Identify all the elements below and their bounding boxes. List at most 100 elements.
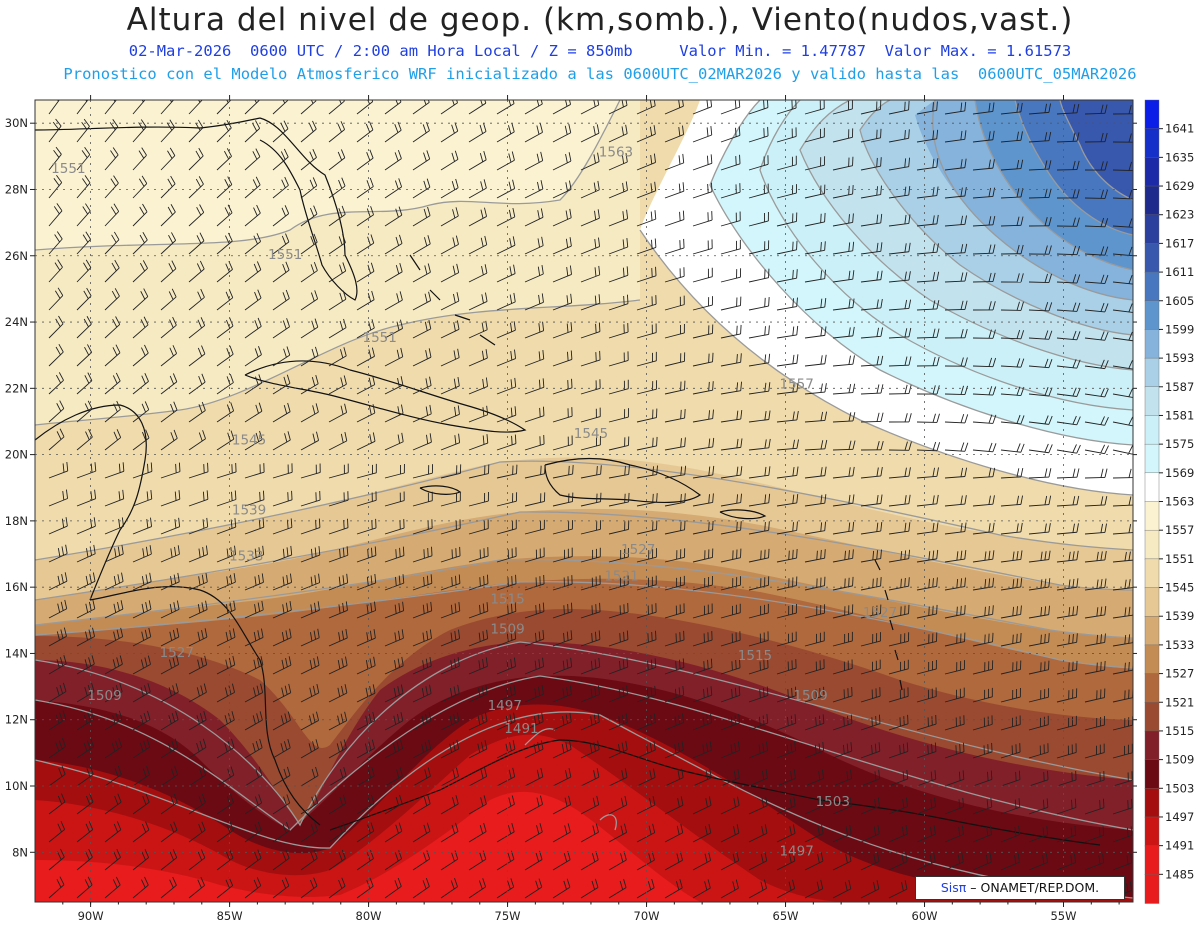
wind-barb	[552, 152, 572, 171]
wind-barb	[580, 435, 601, 451]
hispaniola-coast	[544, 458, 702, 504]
wind-barb	[888, 797, 908, 815]
wind-barb	[1112, 853, 1133, 871]
colorbar-swatch	[1144, 529, 1160, 560]
wind-barb	[580, 795, 600, 815]
colorbar-swatch	[1144, 386, 1160, 417]
wind-barb	[48, 710, 67, 731]
wind-barb	[300, 205, 318, 227]
wind-barb	[328, 877, 346, 899]
wind-barb	[944, 715, 965, 731]
wind-barb	[1084, 416, 1109, 426]
wind-barb	[1056, 245, 1081, 256]
wind-barb	[1056, 605, 1079, 619]
wind-barb	[300, 233, 318, 255]
wind-barb	[1084, 189, 1108, 199]
wind-barb	[580, 520, 602, 535]
wind-barb	[244, 490, 265, 507]
wind-barb	[412, 122, 430, 143]
wind-barb	[272, 683, 292, 703]
wind-barb	[132, 738, 151, 759]
wind-barb	[160, 710, 179, 731]
wind-barb	[580, 237, 601, 255]
wind-barb	[104, 793, 122, 815]
wind-barb	[860, 213, 883, 227]
wind-barb	[300, 148, 317, 171]
wind-barb	[692, 324, 714, 339]
band-1557	[35, 100, 620, 250]
wind-barb	[524, 767, 544, 787]
wind-barb	[552, 768, 572, 787]
wind-barb	[972, 687, 993, 703]
wind-barb	[384, 376, 404, 395]
map-frame	[34, 99, 1134, 903]
colorbar-label: 1605	[1165, 294, 1194, 308]
wind-barb	[804, 439, 828, 451]
contour-label: 1527	[863, 605, 897, 621]
wind-barb	[860, 659, 881, 675]
contour-label: 1557	[779, 376, 813, 392]
wind-barb	[860, 714, 881, 731]
lesser-antilles	[874, 559, 903, 691]
wind-barb	[1028, 798, 1049, 815]
wind-barb	[132, 572, 152, 591]
wind-barb	[244, 628, 264, 647]
wind-barb	[412, 767, 431, 787]
wind-barb	[48, 118, 62, 143]
colorbar-label: 1593	[1165, 351, 1194, 365]
wind-barb	[356, 491, 377, 507]
wind-barb	[776, 796, 796, 815]
wind-barb	[412, 519, 433, 535]
wind-barb	[328, 822, 347, 843]
wind-barb	[720, 521, 742, 535]
wind-barb	[776, 155, 797, 171]
wind-barb	[76, 400, 93, 423]
wind-barb	[496, 349, 517, 367]
wind-barb	[664, 153, 685, 171]
wind-barb	[244, 346, 262, 367]
wind-barb	[860, 769, 881, 787]
wind-barb	[132, 600, 152, 619]
wind-barb	[328, 290, 347, 311]
wind-barb	[496, 878, 515, 899]
lon-tick-label: 55W	[1050, 909, 1076, 923]
wind-barb	[1056, 359, 1081, 369]
wind-barb	[944, 770, 965, 787]
wind-barb	[580, 407, 601, 423]
wind-barb	[1056, 160, 1080, 171]
wind-barb	[1084, 798, 1105, 815]
wind-barb	[664, 493, 686, 507]
wind-barb	[692, 100, 713, 115]
wind-barb	[972, 414, 997, 424]
wind-barb	[1000, 550, 1023, 563]
wind-barb	[132, 545, 152, 563]
wind-barb	[972, 522, 995, 535]
wind-barb	[188, 147, 204, 171]
wind-barb	[776, 439, 799, 451]
wind-barb	[1000, 770, 1021, 787]
wind-barb	[104, 627, 124, 647]
wind-barb	[1084, 716, 1105, 731]
wind-barb	[272, 346, 291, 367]
wind-barb	[804, 184, 826, 199]
wind-barb	[832, 466, 855, 479]
wind-barb	[1112, 105, 1133, 115]
wind-barb	[608, 100, 628, 115]
wind-barb	[496, 767, 516, 787]
wind-barb	[496, 292, 516, 311]
wind-barb	[412, 433, 432, 451]
wind-barb	[832, 440, 856, 451]
wind-barb	[384, 319, 404, 339]
wind-barb	[916, 243, 939, 255]
wind-barb	[664, 851, 683, 871]
wind-barb	[160, 876, 177, 899]
wind-barb	[48, 287, 64, 311]
contour-label: 1521	[604, 569, 638, 585]
wind-barb	[356, 375, 376, 395]
wind-barb	[1056, 660, 1078, 675]
wind-barb	[1056, 523, 1079, 535]
wind-barb	[188, 545, 208, 563]
wind-barb	[216, 545, 237, 563]
wind-barb	[748, 631, 769, 647]
wind-barb	[300, 290, 319, 311]
